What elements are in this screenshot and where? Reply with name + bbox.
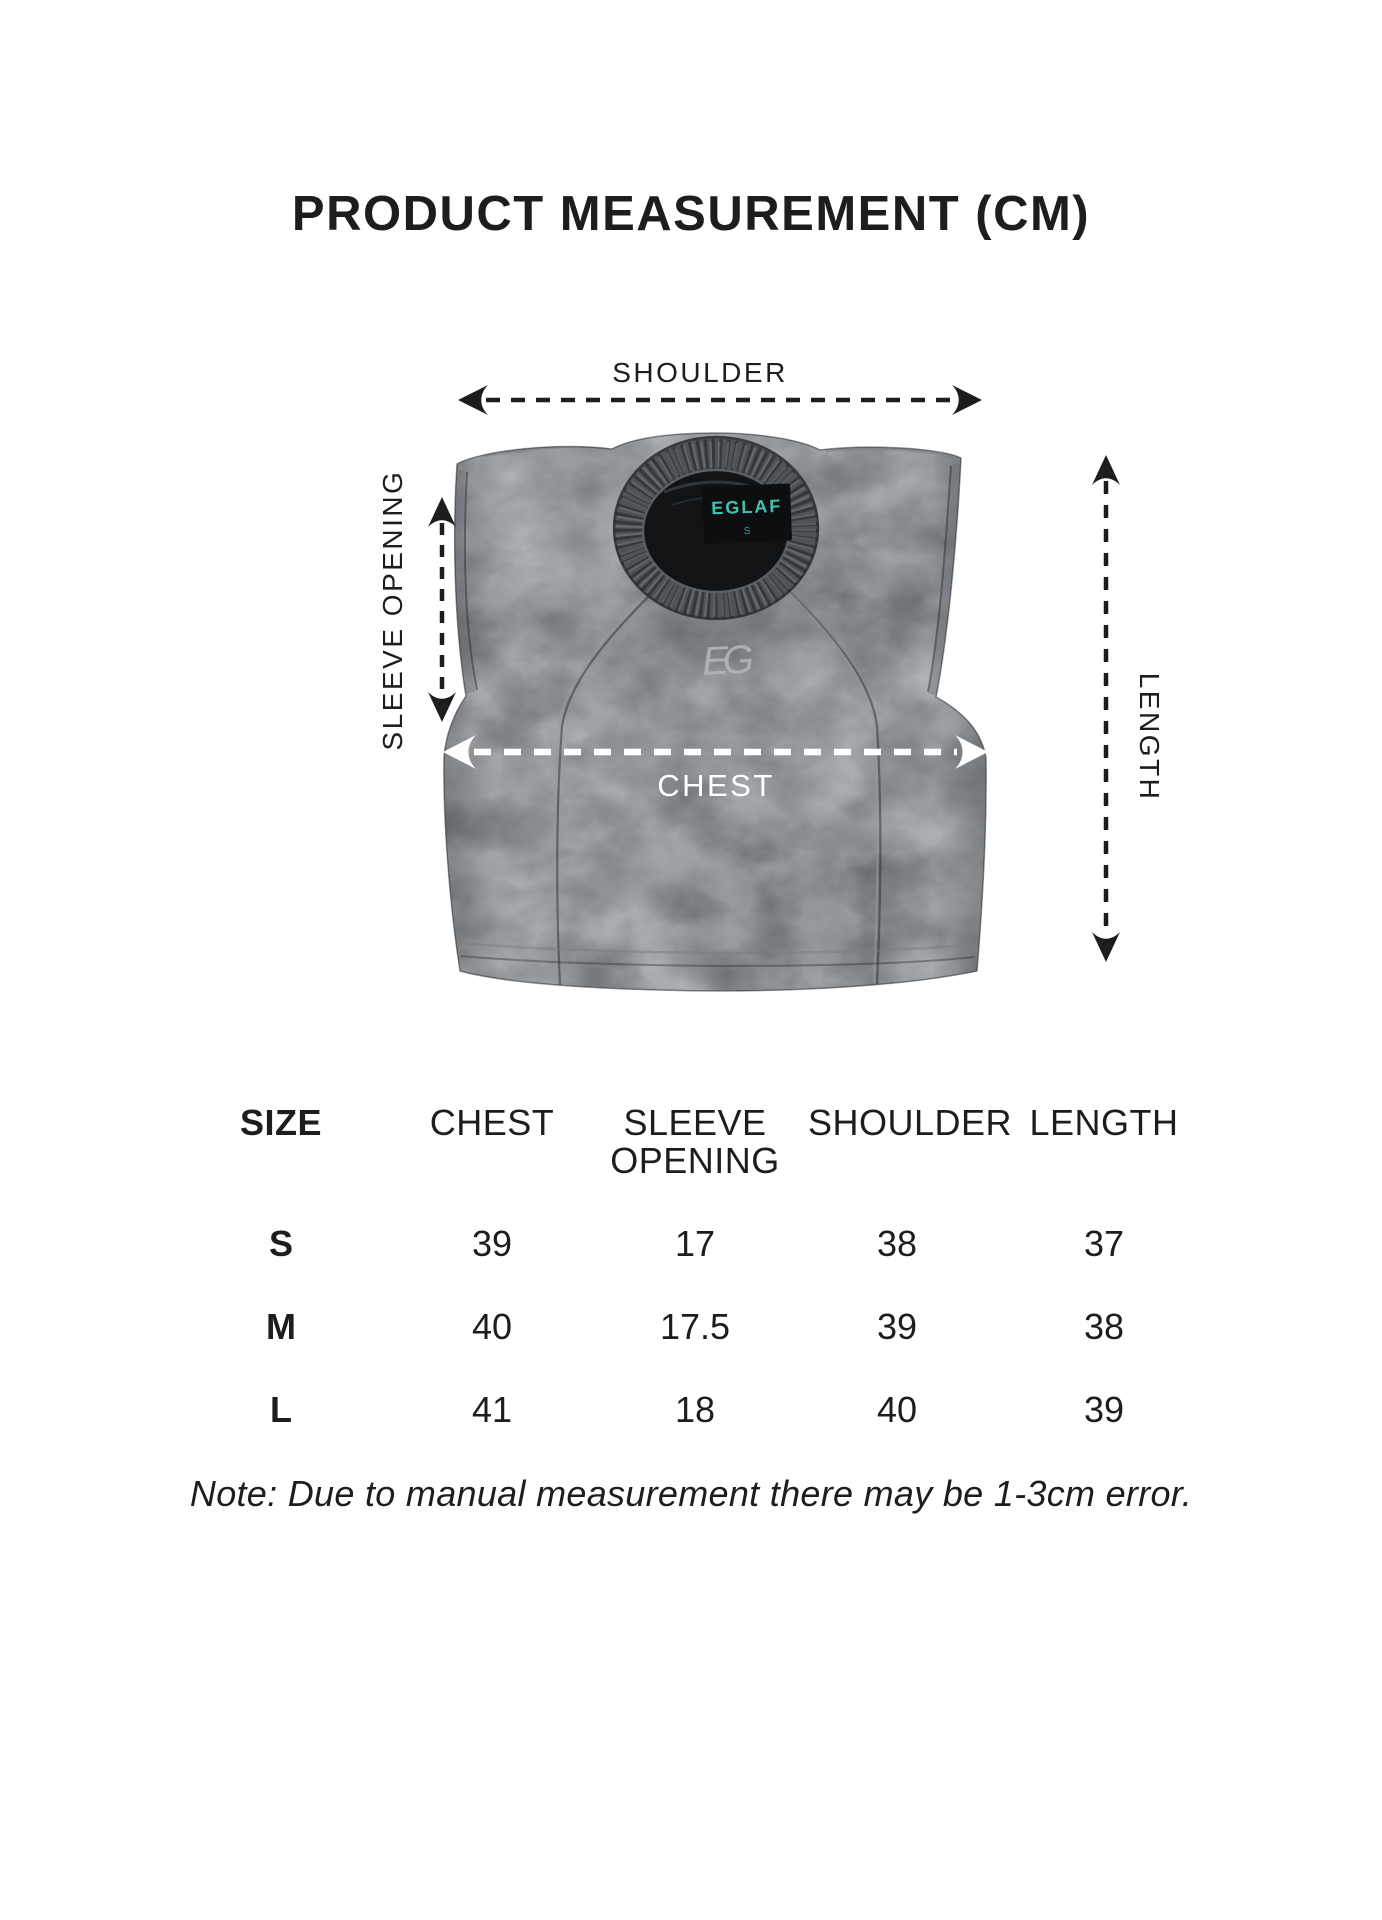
- column-header-sleeve-opening: SLEEVE OPENING: [610, 1102, 780, 1181]
- brand-size-text: S: [744, 526, 752, 537]
- column-header-chest: CHEST: [429, 1102, 555, 1143]
- size-table: SIZE CHEST SLEEVE OPENING SHOULDER LENGT…: [172, 1092, 1210, 1451]
- column-header-shoulder: SHOULDER: [808, 1102, 1013, 1143]
- collar: EGLAF S: [612, 435, 820, 621]
- cell-s-size: S: [268, 1222, 293, 1264]
- chest-monogram: EG: [701, 637, 754, 684]
- sleeve-opening-label: SLEEVE OPENING: [377, 470, 408, 751]
- garment-outline: [443, 432, 987, 992]
- cell-l-size: L: [270, 1388, 292, 1430]
- cell-l-sleeve-opening: 18: [674, 1388, 716, 1430]
- seam-shadow-left: [556, 593, 652, 986]
- chest-arrow: [443, 735, 988, 769]
- length-label: LENGTH: [1134, 673, 1165, 802]
- cell-m-sleeve-opening: 17.5: [659, 1305, 731, 1347]
- garment-illustration: EGLAF S EG: [443, 432, 987, 992]
- sleeve-opening-arrow: [428, 497, 456, 722]
- shoulder-arrow: [458, 385, 982, 415]
- length-arrow: [1092, 455, 1120, 962]
- cell-m-shoulder: 39: [876, 1305, 918, 1347]
- column-header-length: LENGTH: [1029, 1102, 1179, 1143]
- page-title: PRODUCT MEASUREMENT (CM): [291, 187, 1091, 241]
- cell-s-sleeve-opening: 17: [674, 1222, 716, 1264]
- cell-l-length: 39: [1083, 1388, 1125, 1430]
- note-text: Note: Due to manual measurement there ma…: [189, 1473, 1193, 1514]
- cell-m-chest: 40: [471, 1305, 513, 1347]
- cell-s-shoulder: 38: [876, 1222, 918, 1264]
- cell-l-chest: 41: [471, 1388, 513, 1430]
- chest-label: CHEST: [657, 768, 775, 803]
- seam-shadow-right: [789, 591, 882, 986]
- cell-m-length: 38: [1083, 1305, 1125, 1347]
- column-header-size: SIZE: [239, 1102, 322, 1143]
- garment-measurement-diagram: EGLAF S EG SHOULDER SLEEVE OPENING: [377, 357, 1165, 992]
- cell-s-length: 37: [1083, 1222, 1125, 1264]
- shoulder-label: SHOULDER: [612, 357, 788, 388]
- cell-s-chest: 39: [471, 1222, 513, 1264]
- collar-brand-label: EGLAF S: [702, 483, 792, 544]
- seam-right: [786, 589, 879, 984]
- cell-m-size: M: [266, 1305, 296, 1347]
- cell-l-shoulder: 40: [876, 1388, 918, 1430]
- brand-label-text: EGLAF: [711, 496, 783, 518]
- seam-left: [553, 591, 649, 984]
